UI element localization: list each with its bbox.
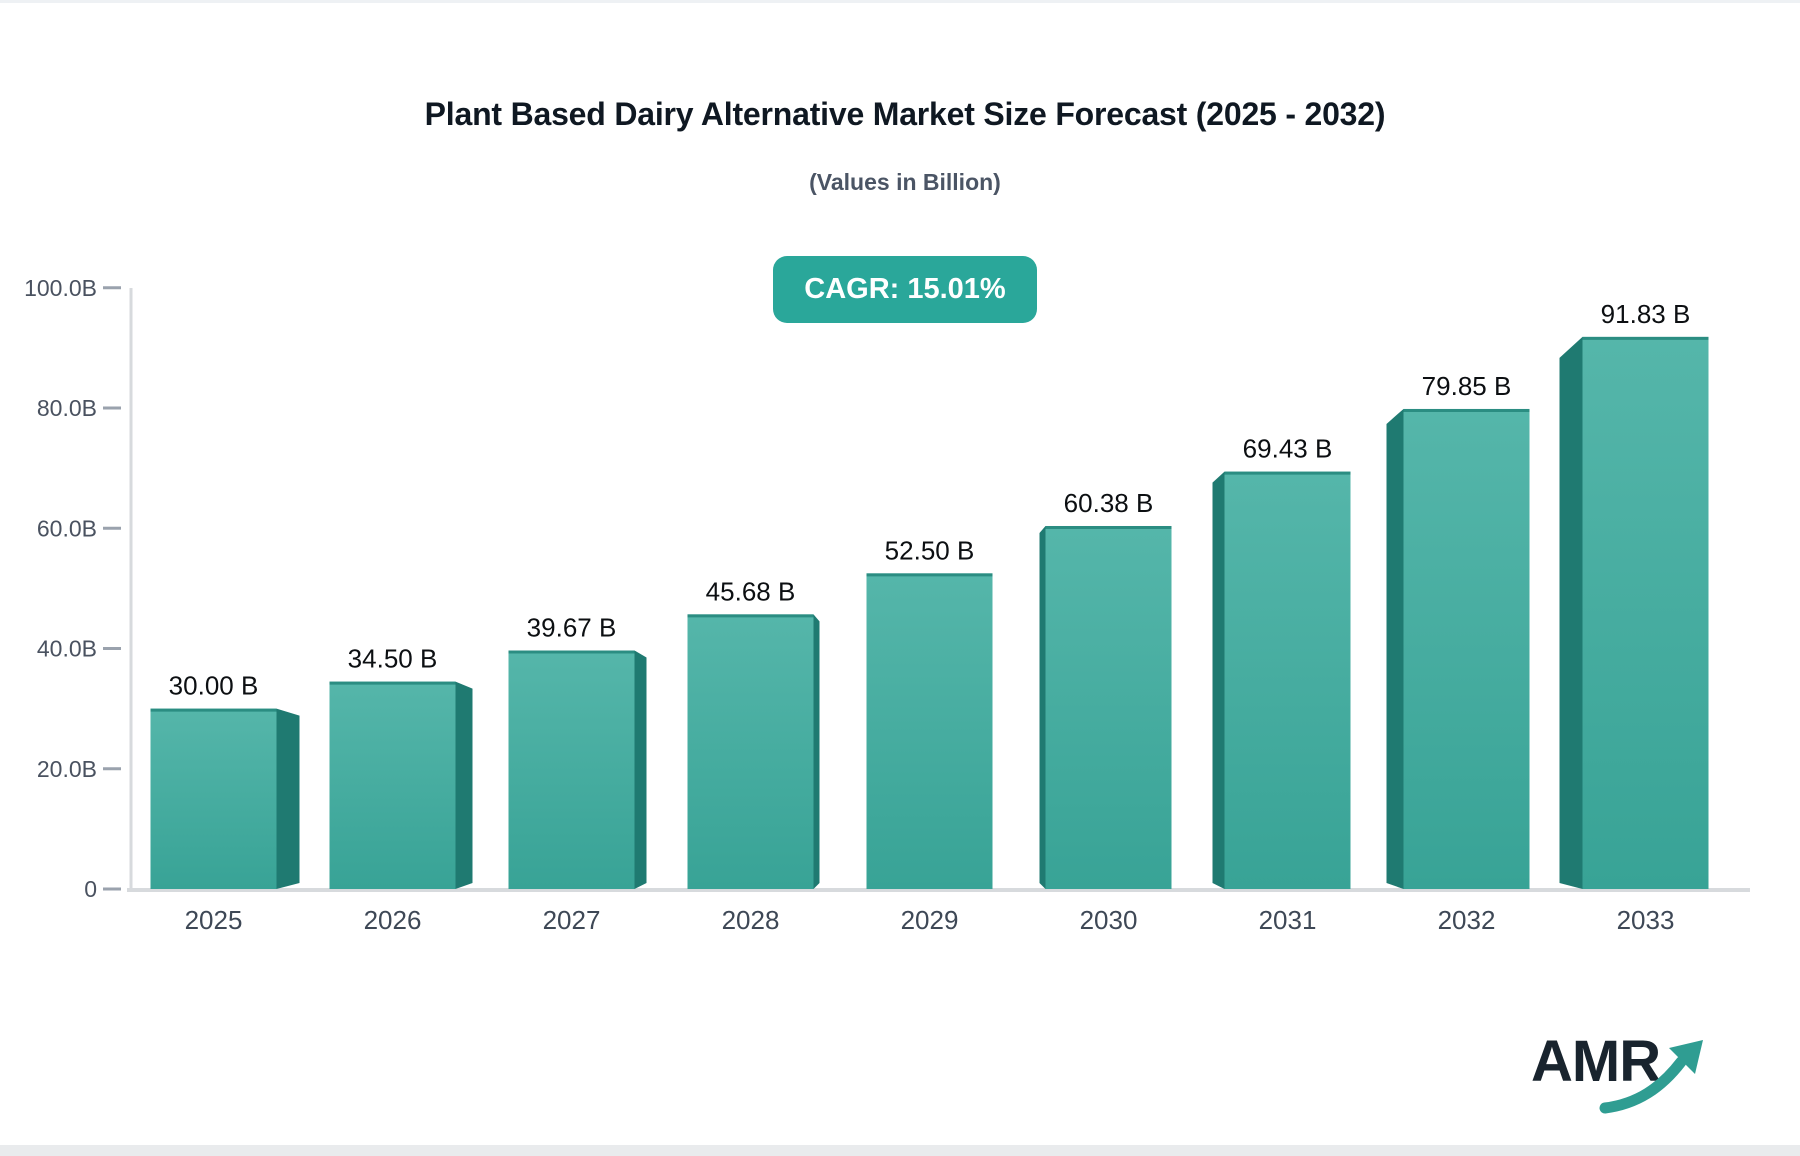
amr-logo-text: AMR: [1531, 1029, 1661, 1094]
x-axis-label-2031: 2031: [1259, 905, 1317, 935]
bar-value-label: 30.00 B: [169, 671, 259, 701]
y-tick-label-20: 20.0B: [37, 756, 97, 782]
bar-2028[interactable]: 45.68 B: [687, 576, 820, 889]
amr-logo: AMR: [1531, 1032, 1731, 1122]
chart-header: Plant Based Dairy Alternative Market Siz…: [60, 0, 1750, 195]
bar-front-face: [508, 650, 635, 889]
x-axis-label-2028: 2028: [722, 905, 780, 935]
y-tick-label-100: 100.0B: [24, 275, 97, 301]
x-axis-label-2030: 2030: [1080, 905, 1138, 935]
x-axis-label-2033: 2033: [1617, 905, 1675, 935]
bar-side-face: [1559, 336, 1583, 889]
bottom-border-strip: [0, 1145, 1800, 1156]
bar-side-face: [1212, 471, 1225, 889]
y-tick-label-0: 0: [84, 876, 97, 902]
bar-side-face: [1039, 525, 1046, 889]
x-axis-label-2025: 2025: [185, 905, 243, 935]
bar-2033[interactable]: 91.83 B: [1559, 299, 1709, 889]
bar-front-face: [1403, 408, 1530, 889]
bar-2026[interactable]: 34.50 B: [329, 644, 473, 889]
bar-2030[interactable]: 60.38 B: [1039, 488, 1172, 889]
bar-2031[interactable]: 69.43 B: [1212, 434, 1351, 889]
bar-front-face: [1045, 525, 1172, 889]
bar-side-face: [455, 681, 473, 889]
bar-front-face: [866, 573, 993, 889]
bar-2025[interactable]: 30.00 B: [150, 671, 300, 889]
bar-side-face: [1386, 408, 1404, 889]
bar-front-face: [150, 708, 277, 889]
bar-value-label: 60.38 B: [1064, 488, 1154, 518]
bar-front-face: [1582, 336, 1709, 889]
y-tick-label-40: 40.0B: [37, 636, 97, 662]
bar-2029[interactable]: 52.50 B: [866, 535, 993, 889]
bar-value-label: 91.83 B: [1601, 299, 1691, 329]
bar-value-label: 52.50 B: [885, 535, 975, 565]
bar-value-label: 69.43 B: [1243, 434, 1333, 464]
x-axis-label-2032: 2032: [1438, 905, 1496, 935]
cagr-badge: CAGR: 15.01%: [773, 256, 1037, 323]
bar-front-face: [1224, 471, 1351, 889]
bar-2027[interactable]: 39.67 B: [508, 613, 647, 889]
y-tick-label-60: 60.0B: [37, 515, 97, 541]
bar-front-face: [687, 614, 814, 889]
x-axis-label-2027: 2027: [543, 905, 601, 935]
bar-value-label: 39.67 B: [527, 613, 617, 643]
y-tick-label-80: 80.0B: [37, 395, 97, 421]
bar-value-label: 45.68 B: [706, 576, 796, 606]
bar-front-face: [329, 681, 456, 889]
x-axis-label-2026: 2026: [364, 905, 422, 935]
top-border-strip: [0, 0, 1800, 3]
bar-side-face: [634, 650, 647, 889]
bar-side-face: [813, 614, 820, 889]
chart-subtitle: (Values in Billion): [809, 169, 1001, 195]
bar-side-face: [276, 708, 300, 889]
bar-value-label: 79.85 B: [1422, 371, 1512, 401]
trend-up-arrow-icon: [1599, 1040, 1703, 1114]
chart-title: Plant Based Dairy Alternative Market Siz…: [424, 96, 1386, 132]
cagr-badge-row: CAGR: 15.01%: [60, 256, 1750, 323]
bar-2032[interactable]: 79.85 B: [1386, 371, 1530, 889]
x-axis-label-2029: 2029: [901, 905, 959, 935]
bar-value-label: 34.50 B: [348, 644, 438, 674]
